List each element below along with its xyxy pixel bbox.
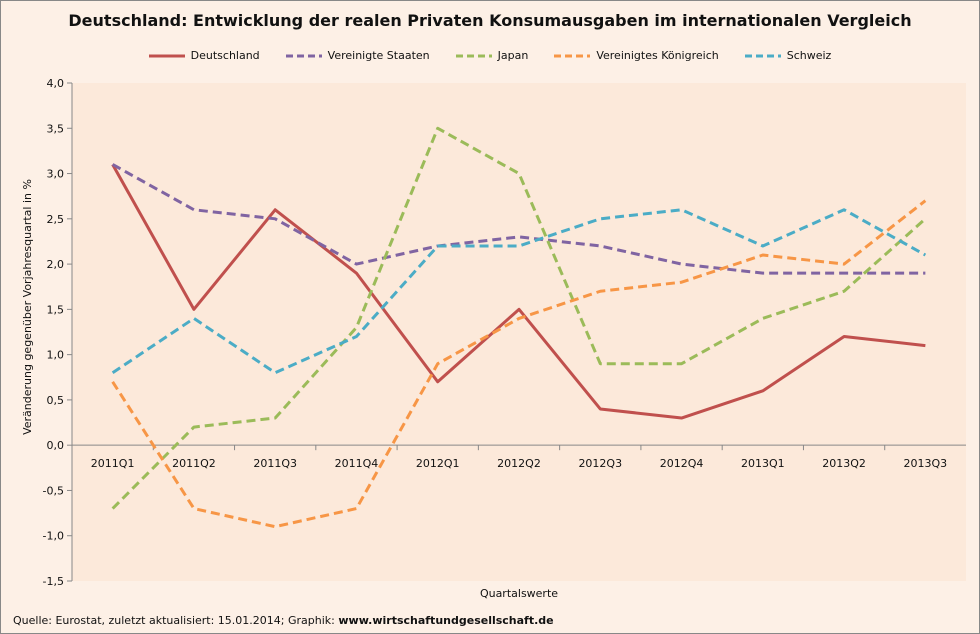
x-tick-label: 2012Q3 (578, 457, 622, 470)
legend-item: Deutschland (148, 49, 260, 62)
legend: Deutschland Vereinigte Staaten Japan Verein… (1, 49, 979, 62)
y-tick-label: 4,0 (47, 77, 65, 90)
y-tick-label: -1,0 (43, 530, 64, 543)
legend-item: Vereinigte Staaten (285, 49, 430, 62)
y-tick-label: 2,5 (47, 213, 65, 226)
series-line-vereinigtes-k-nigreich (111, 199, 927, 529)
x-tick-label: 2011Q3 (253, 457, 297, 470)
y-tick-label: 1,0 (47, 349, 65, 362)
legend-swatch (148, 54, 185, 57)
y-tick-label: 3,5 (47, 122, 65, 135)
x-tick-label: 2012Q2 (497, 457, 541, 470)
legend-swatch (455, 54, 492, 57)
legend-item: Schweiz (744, 49, 832, 62)
y-tick-label: -0,5 (43, 484, 64, 497)
x-tick-label: 2011Q4 (335, 457, 379, 470)
y-tick-label: 2,0 (47, 258, 65, 271)
legend-item: Vereinigtes Königreich (554, 49, 719, 62)
legend-label: Vereinigte Staaten (327, 49, 430, 62)
x-tick-label: 2012Q4 (660, 457, 704, 470)
legend-label: Schweiz (786, 49, 832, 62)
y-tick-label: 0,0 (47, 439, 65, 452)
y-tick-label: 3,0 (47, 168, 65, 181)
legend-item: Japan (455, 49, 529, 62)
legend-swatch (285, 54, 322, 57)
legend-label: Deutschland (190, 49, 260, 62)
x-tick-label: 2013Q2 (822, 457, 866, 470)
series-line-japan (111, 126, 927, 510)
source-text: Quelle: Eurostat, zuletzt aktualisiert: … (13, 614, 339, 627)
legend-swatch (554, 54, 591, 57)
x-tick-label: 2011Q1 (91, 457, 135, 470)
footer: Quelle: Eurostat, zuletzt aktualisiert: … (13, 614, 554, 627)
x-tick-label: 2013Q3 (904, 457, 948, 470)
legend-swatch (744, 54, 781, 57)
series-line-vereinigte-staaten (111, 163, 926, 275)
y-tick-label: 0,5 (47, 394, 65, 407)
y-tick-label: 1,5 (47, 303, 65, 316)
website-link[interactable]: www.wirtschaftundgesellschaft.de (338, 614, 554, 627)
y-tick-label: -1,5 (43, 575, 64, 588)
x-tick-label: 2013Q1 (741, 457, 785, 470)
x-axis-label: Quartalswerte (480, 587, 558, 600)
x-tick-label: 2011Q2 (172, 457, 216, 470)
legend-label: Japan (497, 49, 529, 62)
legend-label: Vereinigtes Königreich (596, 49, 719, 62)
plot-area (72, 83, 966, 581)
series-line-deutschland (111, 163, 926, 420)
series-line-schweiz (111, 208, 927, 375)
chart-title: Deutschland: Entwicklung der realen Priv… (68, 11, 912, 30)
y-axis-label: Veränderung gegenüber Vorjahresquartal i… (21, 179, 34, 435)
x-tick-label: 2012Q1 (416, 457, 460, 470)
